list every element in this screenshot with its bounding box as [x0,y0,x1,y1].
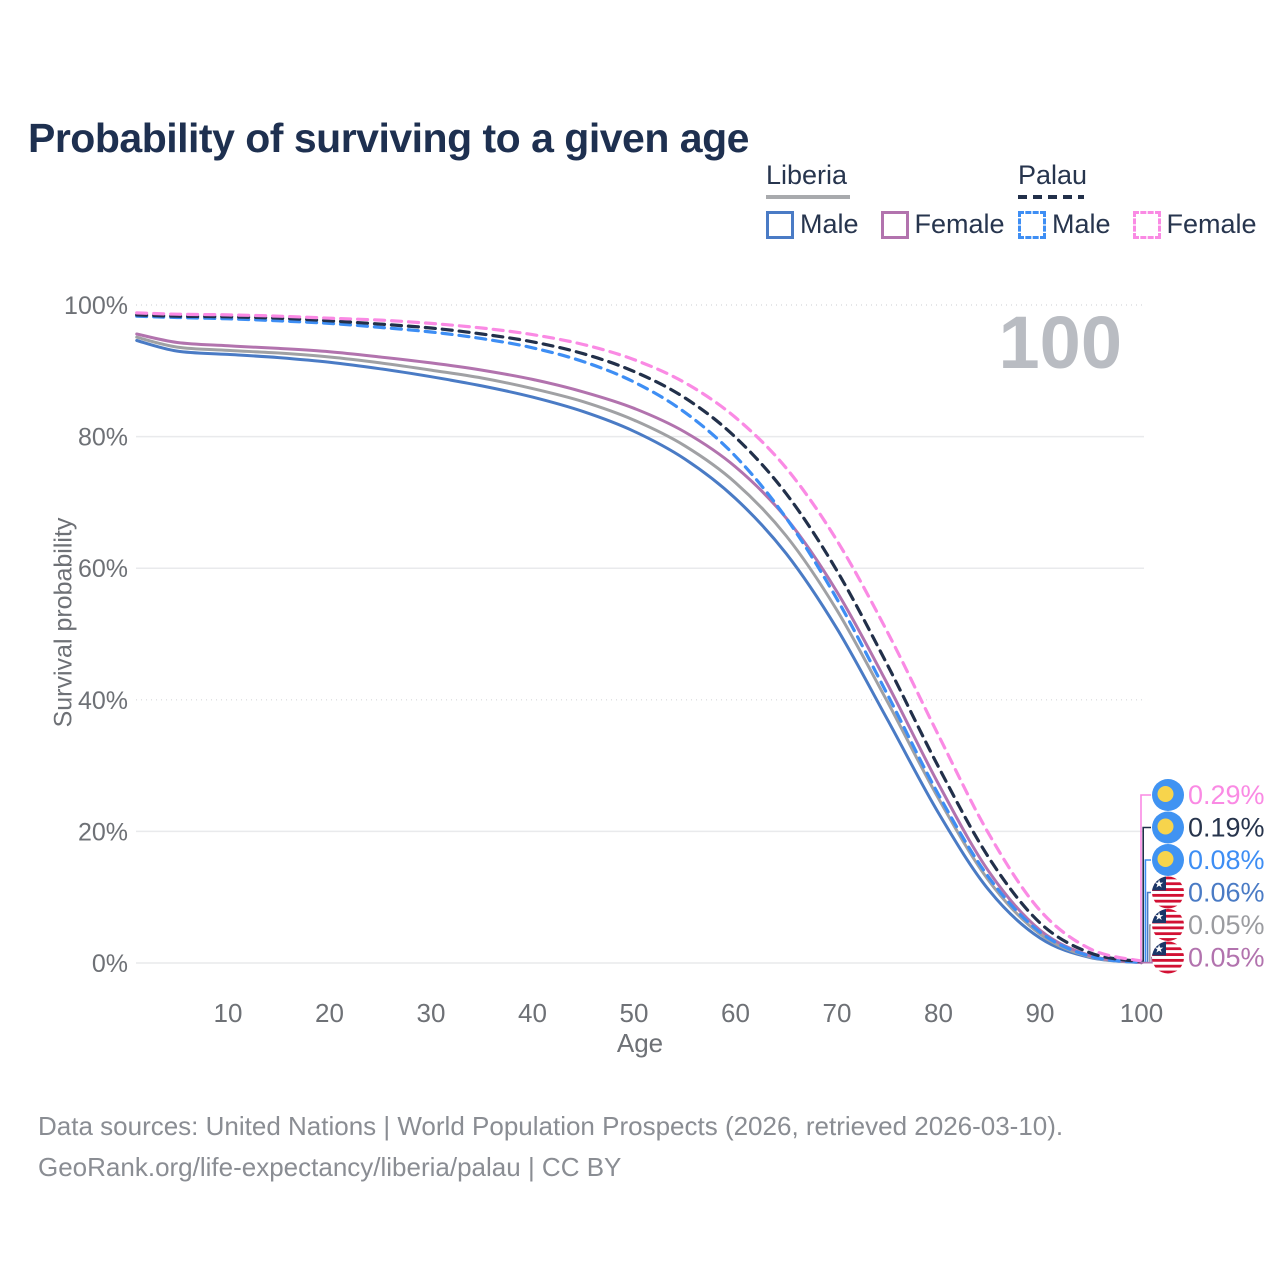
end-label-liberia-female: 0.05% [1188,943,1265,973]
end-label-palau-male: 0.08% [1188,845,1265,875]
end-label-liberia-both: 0.05% [1188,910,1265,940]
svg-text:★: ★ [1154,944,1164,956]
end-label-palau-female: 0.29% [1188,780,1265,810]
age-watermark: 100 [999,301,1122,384]
legend-items-liberia: Male Female [766,209,1005,240]
liberia-male-swatch-icon [766,210,794,239]
x-tick-50: 50 [620,998,649,1028]
x-axis-title: Age [616,1028,664,1058]
footer: Data sources: United Nations | World Pop… [38,1106,1063,1188]
liberia-flag-stripes: ★ [1152,941,1184,974]
connector-palau-female [1140,794,1151,962]
palau-male-swatch-icon [1018,210,1046,239]
legend-country-liberia: Liberia [766,160,848,190]
liberia-flag-icon-5: ★ [1152,941,1184,974]
legend-group-palau: Palau Male Female [1018,160,1257,240]
palau-flag-moon [1157,818,1174,835]
end-label-liberia-male: 0.06% [1188,878,1265,908]
x-tick-30: 30 [417,998,446,1028]
legend-item-palau-male[interactable]: Male [1018,209,1111,240]
legend-item-palau-female[interactable]: Female [1132,209,1257,240]
footer-url: GeoRank.org/life-expectancy/liberia/pala… [38,1152,622,1182]
curve-palau-both [135,313,1144,964]
legend-group-liberia: Liberia Male Female [766,160,1005,240]
legend-label-liberia-male: Male [800,209,859,239]
x-tick-100: 100 [1120,998,1163,1028]
y-axis-title: Survival probability [49,517,78,728]
liberia-flag-icon-4: ★ [1152,909,1184,941]
legend-country-palau: Palau [1018,160,1088,190]
liberia-flag-icon-3: ★ [1152,876,1184,909]
palau-dashed-line-sample [1018,195,1084,199]
y-tick-60%: 60% [78,555,128,583]
curve-liberia-female [135,332,1143,965]
svg-text:★: ★ [1154,879,1164,891]
x-tick-90: 90 [1026,998,1055,1028]
x-tick-60: 60 [721,998,750,1028]
palau-flag-moon [1157,786,1174,802]
footer-data-sources: Data sources: United Nations | World Pop… [38,1111,1064,1141]
palau-flag-icon-0 [1152,779,1184,811]
curve-liberia-male [135,339,1143,965]
legend-item-liberia-female[interactable]: Female [880,209,1005,240]
end-label-palau-both: 0.19% [1188,813,1265,843]
curve-palau-male [135,314,1144,965]
legend-label-palau-female: Female [1166,209,1257,239]
y-tick-80%: 80% [78,424,128,452]
liberia-flag-stripes: ★ [1152,909,1184,941]
liberia-flag-stripes: ★ [1152,876,1184,909]
legend-label-liberia-female: Female [914,209,1005,239]
page-title: Probability of surviving to a given age [28,115,749,162]
x-tick-40: 40 [518,998,547,1028]
x-tick-70: 70 [823,998,852,1028]
palau-flag-icon-1 [1152,811,1184,844]
x-tick-20: 20 [315,998,344,1028]
palau-flag-moon [1157,851,1174,867]
liberia-solid-line-sample [766,195,850,199]
curve-palau-female [135,311,1144,963]
y-tick-100%: 100% [64,292,128,320]
y-tick-40%: 40% [78,687,128,715]
x-tick-80: 80 [924,998,953,1028]
svg-text:★: ★ [1154,911,1164,923]
palau-female-swatch-icon [1132,210,1161,239]
y-tick-0%: 0% [92,950,128,978]
liberia-female-swatch-icon [880,210,909,239]
x-tick-10: 10 [214,998,243,1028]
legend-label-palau-male: Male [1052,209,1111,239]
legend-items-palau: Male Female [1018,209,1257,240]
connector-liberia-female [1141,956,1153,964]
y-tick-20%: 20% [78,818,128,846]
curve-liberia-both [135,335,1143,965]
legend-item-liberia-male[interactable]: Male [766,209,859,240]
palau-flag-icon-2 [1152,844,1184,876]
